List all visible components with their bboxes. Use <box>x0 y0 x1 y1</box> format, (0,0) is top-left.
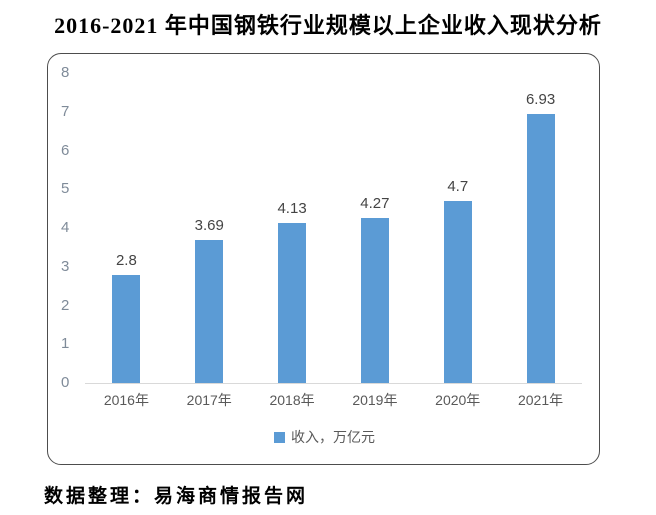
y-axis-tick-label: 2 <box>61 296 70 314</box>
x-axis-tick-label: 2017年 <box>186 392 232 408</box>
y-axis-tick-label: 6 <box>61 141 70 159</box>
bar-value-label: 6.93 <box>525 91 556 109</box>
bar-value-label: 2.8 <box>115 251 137 269</box>
y-axis-tick-label: 7 <box>61 102 70 120</box>
legend-label: 收入，万亿元 <box>291 429 375 445</box>
bar-value-label: 3.69 <box>194 217 224 234</box>
chart-frame: 0 1 2 3 4 5 6 7 8 2.8 2016年 3.69 2017年 4.13 2018年 4.27… <box>47 53 600 465</box>
bar-value-label: 4.27 <box>360 194 390 212</box>
x-axis-tick-label: 2016年 <box>103 392 149 408</box>
y-axis-tick-label: 4 <box>61 219 70 236</box>
x-axis-tick-label: 2019年 <box>352 392 398 408</box>
source-note: 数据整理：易海商情报告网 <box>44 486 309 507</box>
bar-2019年 <box>360 217 389 383</box>
legend: 收入，万亿元 <box>48 427 601 447</box>
bar-2016年 <box>112 274 141 383</box>
bar-value-label: 4.7 <box>447 177 469 195</box>
bar-2017年 <box>195 240 224 383</box>
chart-title: 2016-2021 年中国钢铁行业规模以上企业收入现状分析 <box>54 13 602 38</box>
y-axis-tick-label: 8 <box>61 64 70 81</box>
y-axis-tick-label: 5 <box>61 180 70 198</box>
bar-2018年 <box>278 222 307 383</box>
x-axis-line <box>85 383 582 384</box>
bar-2020年 <box>443 200 472 383</box>
x-axis-tick-label: 2020年 <box>435 392 481 408</box>
x-axis-tick-label: 2021年 <box>517 392 564 408</box>
bar-2021年 <box>526 114 555 383</box>
x-axis-tick-label: 2018年 <box>269 392 315 408</box>
bar-value-label: 4.13 <box>277 199 307 217</box>
legend-marker-icon <box>274 431 285 443</box>
y-axis-tick-label: 1 <box>61 335 70 353</box>
plot-area: 2.8 2016年 3.69 2017年 4.13 2018年 4.27 2019年 4.7 20… <box>85 54 582 466</box>
y-axis-tick-label: 0 <box>61 374 70 391</box>
y-axis-tick-label: 3 <box>61 257 70 275</box>
